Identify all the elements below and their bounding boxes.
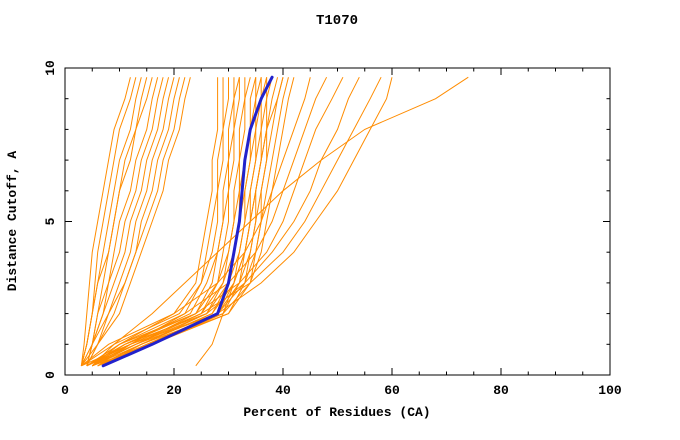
- model-curve: [81, 77, 229, 367]
- y-tick-label: 5: [43, 217, 58, 225]
- x-tick-label: 100: [598, 383, 622, 398]
- y-axis-label: Distance Cutoff, A: [5, 151, 20, 292]
- x-axis-label: Percent of Residues (CA): [243, 405, 430, 420]
- model-curve: [86, 77, 224, 367]
- model-curve: [80, 77, 153, 366]
- model-curve: [80, 77, 175, 367]
- model-curve: [86, 76, 344, 367]
- model-curve: [80, 77, 186, 367]
- model-curve: [86, 77, 240, 367]
- model-curve: [92, 77, 295, 367]
- x-tick-label: 0: [61, 383, 69, 398]
- x-tick-label: 40: [275, 383, 291, 398]
- model-curve: [86, 77, 191, 367]
- model-curve: [91, 77, 311, 367]
- model-curve: [97, 76, 328, 367]
- model-curve: [92, 76, 382, 367]
- model-curve: [86, 77, 170, 366]
- model-curve: [97, 77, 257, 367]
- model-curve: [80, 77, 131, 366]
- plot-content: 0 20 40 60 80 100 0 5 10: [43, 60, 622, 398]
- chart-title: T1070: [316, 13, 358, 29]
- y-tick-label: 0: [43, 371, 58, 379]
- highlight-curve: [101, 75, 274, 368]
- model-curve: [86, 77, 159, 366]
- model-curve: [102, 76, 360, 367]
- x-tick-label: 20: [166, 383, 182, 398]
- y-tick-label: 10: [43, 60, 58, 76]
- model-curve: [92, 77, 279, 367]
- x-tick-label: 80: [493, 383, 509, 398]
- model-curve: [91, 76, 469, 367]
- x-tick-label: 60: [384, 383, 400, 398]
- model-curve: [81, 77, 219, 367]
- model-curve: [86, 77, 180, 367]
